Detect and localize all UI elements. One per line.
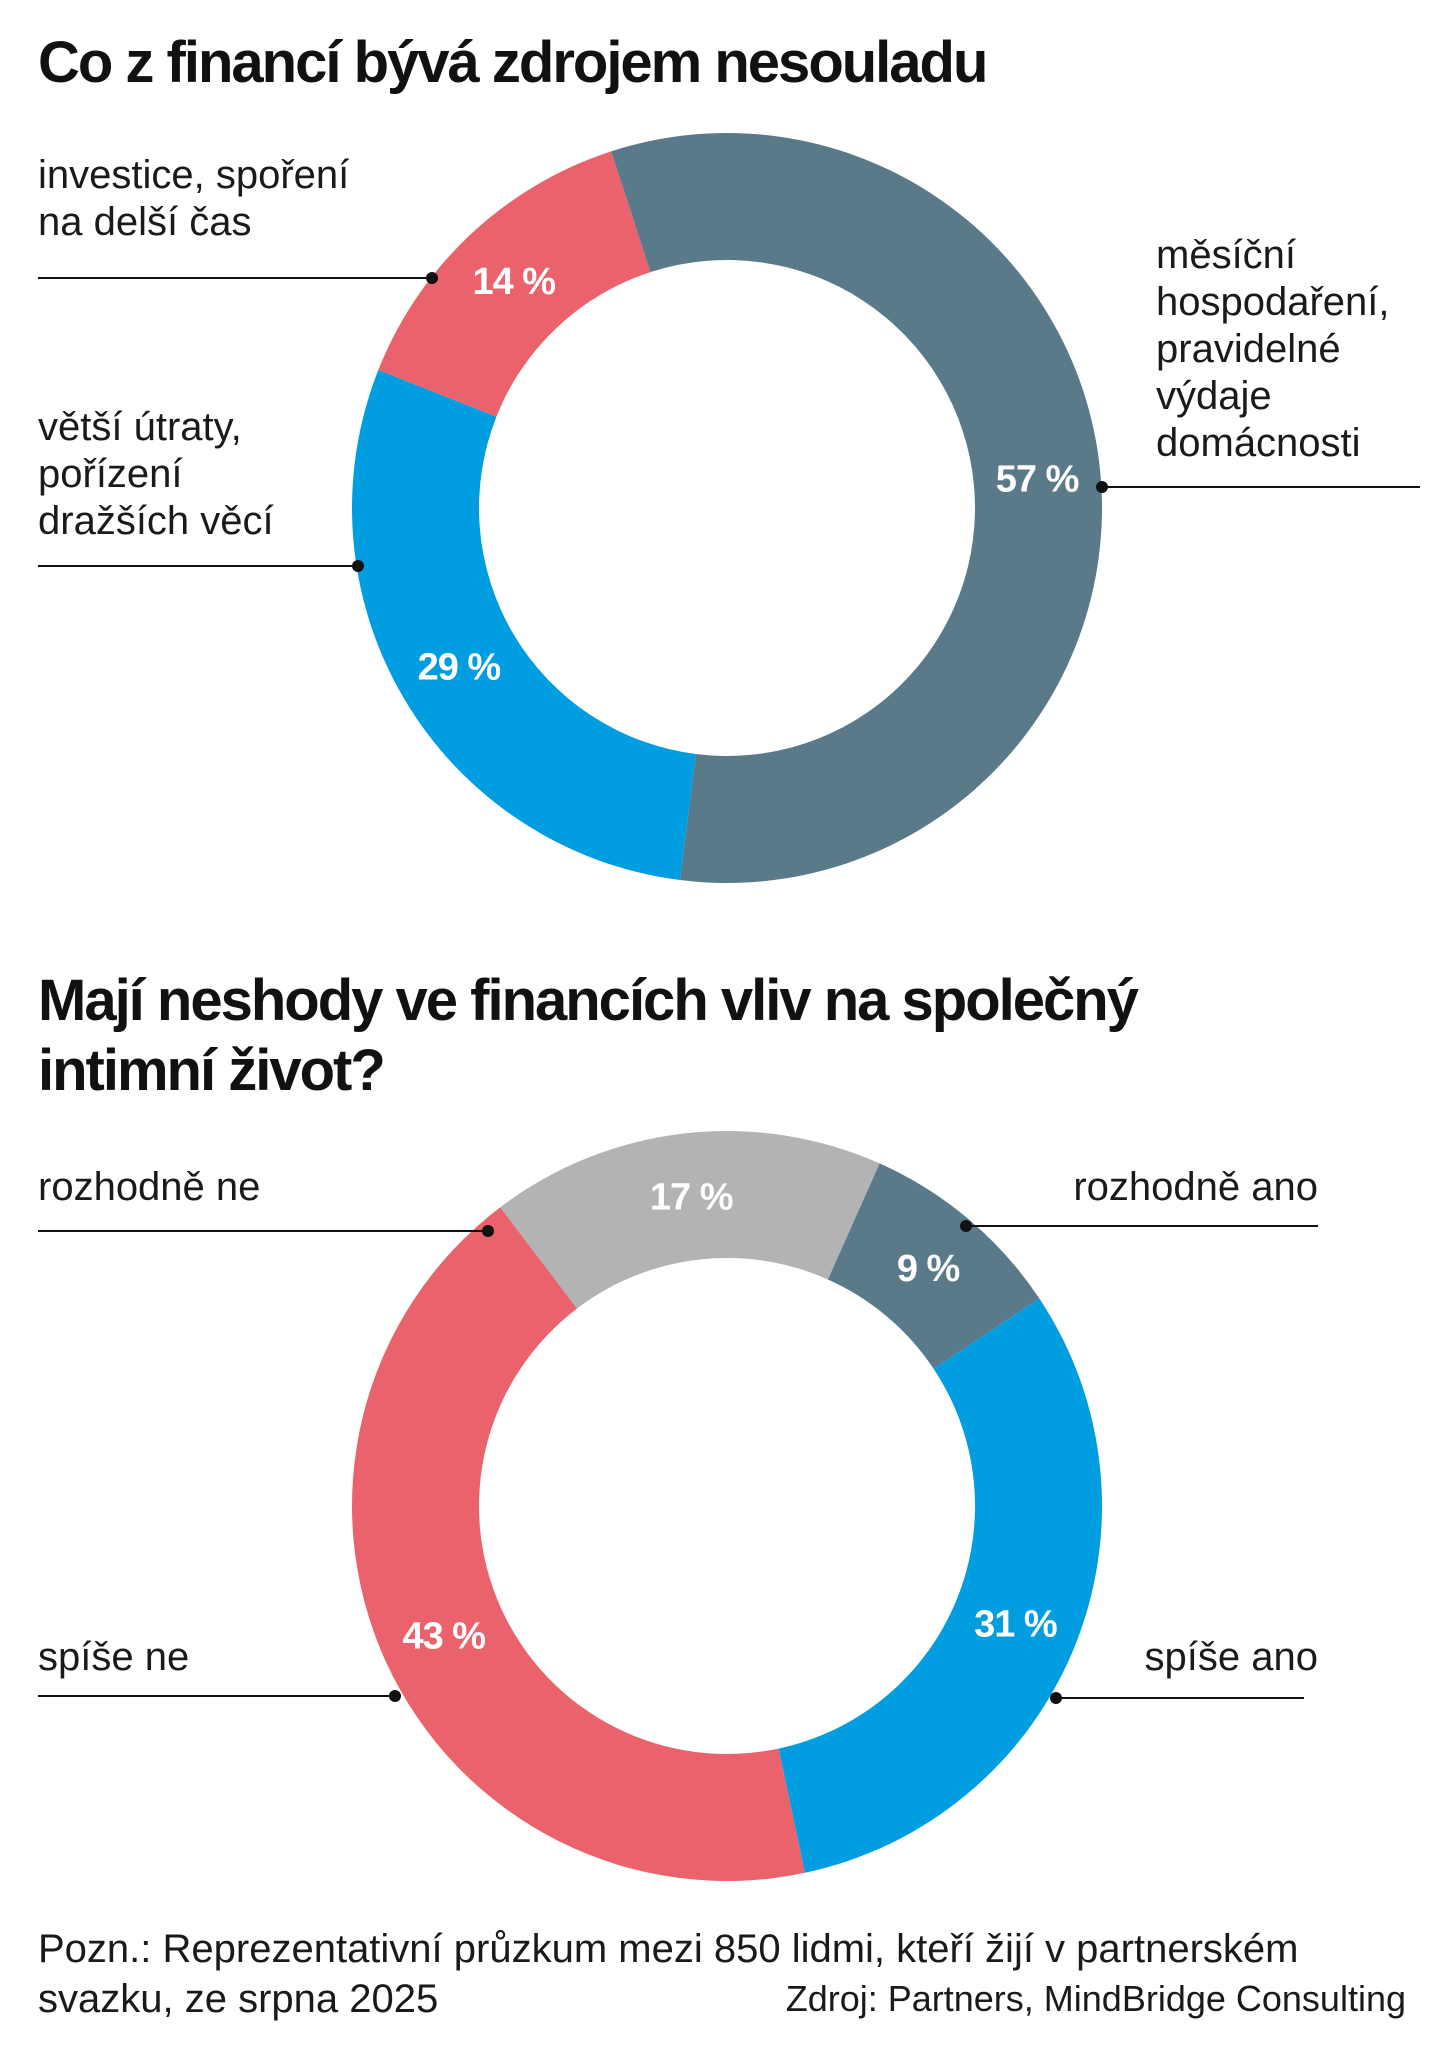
donut-slice bbox=[611, 133, 1102, 883]
leader-dot bbox=[960, 1220, 972, 1232]
label-line: výdaje bbox=[1156, 374, 1272, 418]
label-mesicni-hospodareni: měsíční hospodaření, pravidelné výdaje d… bbox=[1156, 232, 1390, 467]
label-line: větší útraty, bbox=[38, 405, 242, 449]
donut-slice bbox=[351, 369, 696, 881]
footnote: Pozn.: Reprezentativní průzkum mezi 850 … bbox=[38, 1927, 1299, 2021]
source-credit: Zdroj: Partners, MindBridge Consulting bbox=[785, 1978, 1406, 2019]
label-line: dražších věcí bbox=[38, 499, 274, 543]
label-line: investice, spoření bbox=[38, 153, 350, 197]
donut-slice bbox=[500, 1131, 880, 1309]
donut-slice bbox=[778, 1298, 1102, 1873]
label-spise-ano: spíše ano bbox=[1144, 1635, 1318, 1679]
donut-slice bbox=[827, 1163, 1040, 1369]
slice-percent-label: 43 % bbox=[402, 1616, 485, 1658]
label-line: hospodaření, bbox=[1156, 280, 1390, 324]
slice-percent-label: 29 % bbox=[418, 647, 501, 689]
leader-dot bbox=[389, 1690, 401, 1702]
label-investice: investice, spoření na delší čas bbox=[38, 152, 349, 246]
chart2-title: Mají neshody ve financích vliv na společ… bbox=[38, 968, 1139, 1103]
leader-dot bbox=[426, 272, 438, 284]
slice-percent-label: 9 % bbox=[897, 1248, 960, 1290]
label-line: domácnosti bbox=[1156, 421, 1361, 465]
leader-dot bbox=[352, 560, 364, 572]
chart1-title: Co z financí bývá zdrojem nesouladu bbox=[38, 30, 988, 95]
slice-percent-label: 17 % bbox=[650, 1177, 733, 1219]
label-line: měsíční bbox=[1156, 233, 1297, 277]
leader-dot bbox=[1050, 1692, 1062, 1704]
slice-percent-label: 57 % bbox=[996, 459, 1079, 501]
label-vetsi-utraty: větší útraty, pořízení dražších věcí bbox=[38, 404, 274, 545]
donut-slice bbox=[352, 1207, 805, 1881]
slice-percent-label: 14 % bbox=[472, 261, 555, 303]
label-rozhodne-ano: rozhodně ano bbox=[1073, 1165, 1318, 1209]
donut-slice bbox=[378, 151, 651, 417]
label-line: pořízení bbox=[38, 452, 183, 496]
chart1-donut: 57 % 29 % 14 % bbox=[38, 133, 1420, 883]
leader-dot bbox=[1096, 481, 1108, 493]
label-line: na delší čas bbox=[38, 200, 252, 244]
label-spise-ne: spíše ne bbox=[38, 1635, 190, 1679]
label-rozhodne-ne: rozhodně ne bbox=[38, 1165, 261, 1209]
slice-percent-label: 31 % bbox=[974, 1604, 1057, 1646]
leader-dot bbox=[482, 1225, 494, 1237]
label-line: pravidelné bbox=[1156, 327, 1341, 371]
